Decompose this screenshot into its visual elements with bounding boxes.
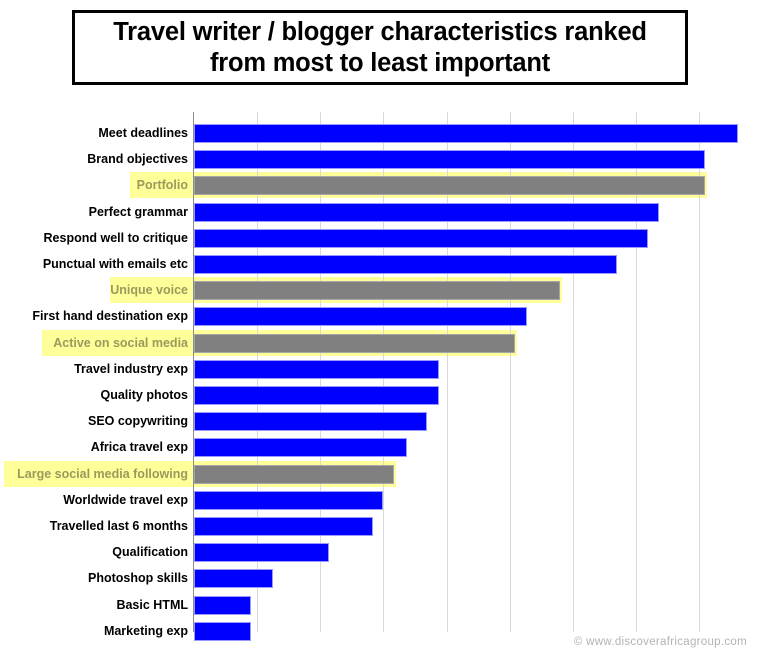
bar bbox=[194, 359, 439, 379]
chart-row: Basic HTML bbox=[0, 592, 761, 618]
category-label: Quality photos bbox=[100, 388, 189, 402]
category-label: Unique voice bbox=[110, 283, 188, 298]
category-label: Basic HTML bbox=[116, 597, 188, 612]
category-label: Africa travel exp bbox=[90, 440, 188, 455]
bar bbox=[194, 333, 515, 353]
page-title: Travel writer / blogger characteristics … bbox=[107, 17, 653, 77]
category-label: Brand objectives bbox=[87, 152, 188, 167]
chart-row: Africa travel exp bbox=[0, 434, 761, 460]
category-label: Worldwide travel exp bbox=[63, 492, 188, 507]
chart-row: Punctual with emails etc bbox=[0, 251, 761, 277]
chart-row: SEO copywriting bbox=[0, 408, 761, 434]
bar bbox=[194, 543, 329, 563]
chart-title-box: Travel writer / blogger characteristics … bbox=[72, 10, 688, 85]
bar bbox=[194, 307, 527, 327]
chart-row: Qualification bbox=[0, 539, 761, 565]
category-label: First hand destination exp bbox=[32, 309, 188, 324]
chart-row: Brand objectives bbox=[0, 146, 761, 172]
title-line-1: Travel writer / blogger characteristics … bbox=[113, 18, 647, 47]
bar bbox=[194, 490, 383, 510]
bar bbox=[194, 595, 251, 615]
category-label: Travelled last 6 months bbox=[49, 519, 188, 533]
category-label: Marketing exp bbox=[103, 623, 188, 638]
chart-row: Perfect grammar bbox=[0, 199, 761, 225]
copyright-credit: © www.discoverafricagroup.com bbox=[573, 636, 747, 648]
bar bbox=[194, 517, 373, 536]
bar bbox=[194, 386, 439, 405]
bar bbox=[194, 438, 407, 458]
chart-row: Marketing exp bbox=[0, 618, 761, 644]
chart-row: Large social media following bbox=[0, 461, 761, 487]
chart-row: Travelled last 6 months bbox=[0, 513, 761, 539]
chart-row: Respond well to critique bbox=[0, 225, 761, 251]
bar bbox=[194, 255, 617, 274]
bar bbox=[194, 202, 659, 222]
bar-rows: Meet deadlines Brand objectives Portfolio P… bbox=[0, 112, 761, 641]
chart-row: First hand destination exp bbox=[0, 303, 761, 329]
title-line-2: from most to least important bbox=[209, 48, 551, 77]
bar bbox=[194, 281, 560, 301]
bar bbox=[194, 176, 705, 196]
category-label: Punctual with emails etc bbox=[42, 257, 188, 271]
category-label: Active on social media bbox=[53, 335, 188, 350]
chart-row: Portfolio bbox=[0, 172, 761, 198]
category-label: Portfolio bbox=[136, 178, 188, 193]
category-label: Large social media following bbox=[17, 466, 188, 481]
category-label: SEO copywriting bbox=[87, 414, 188, 429]
category-label: Travel industry exp bbox=[74, 361, 188, 376]
plot-area: Meet deadlines Brand objectives Portfolio P… bbox=[0, 112, 761, 641]
chart-row: Photoshop skills bbox=[0, 565, 761, 591]
category-label: Perfect grammar bbox=[88, 204, 188, 219]
chart-row: Travel industry exp bbox=[0, 356, 761, 382]
category-label: Qualification bbox=[112, 545, 188, 560]
category-label: Meet deadlines bbox=[98, 126, 188, 140]
bar bbox=[194, 228, 648, 248]
bar bbox=[194, 150, 705, 170]
bar bbox=[194, 124, 738, 143]
chart-row: Quality photos bbox=[0, 382, 761, 408]
category-label: Photoshop skills bbox=[87, 571, 188, 586]
category-label: Respond well to critique bbox=[43, 230, 188, 245]
bar bbox=[194, 621, 251, 641]
bar bbox=[194, 412, 427, 432]
chart-row: Worldwide travel exp bbox=[0, 487, 761, 513]
chart-row: Meet deadlines bbox=[0, 120, 761, 146]
bar bbox=[194, 464, 394, 484]
chart-row: Active on social media bbox=[0, 330, 761, 356]
chart-row: Unique voice bbox=[0, 277, 761, 303]
bar bbox=[194, 569, 273, 589]
